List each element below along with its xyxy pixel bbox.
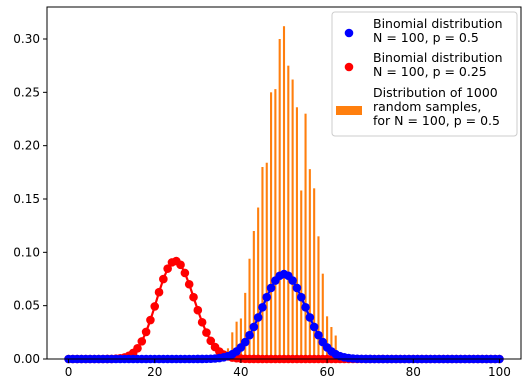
sample-bar (300, 190, 303, 359)
sample-bar (274, 89, 277, 359)
legend-swatch (336, 106, 362, 115)
sample-bar (326, 316, 329, 359)
legend-marker (344, 28, 354, 38)
binomial-point (262, 292, 272, 302)
sample-bar (330, 327, 333, 359)
sample-bar (261, 167, 264, 359)
legend: Binomial distribution N = 100, p = 0.5 Bin… (331, 11, 518, 137)
sample-bar (313, 188, 316, 359)
binomial-point (146, 315, 155, 325)
binomial-point (202, 328, 211, 337)
binomial-point (189, 292, 198, 302)
binomial-point (193, 305, 203, 315)
x-tick-label: 20 (147, 365, 162, 379)
sample-bar (231, 332, 234, 359)
legend-label: Binomial distribution N = 100, p = 0.5 (373, 16, 503, 45)
binomial-point (197, 317, 207, 327)
binomial-point (184, 279, 194, 289)
sample-bar (235, 321, 238, 359)
binomial-point (249, 322, 259, 332)
binomial-point (266, 283, 276, 293)
sample-bar (265, 162, 268, 359)
binomial-point (296, 292, 306, 302)
sample-bar (304, 113, 307, 359)
binomial-point (288, 276, 297, 285)
legend-label: Binomial distribution N = 100, p = 0.25 (373, 50, 503, 79)
sample-bar (317, 236, 320, 359)
binomial-point (258, 302, 267, 312)
sample-bars (222, 26, 342, 360)
binomial-point (163, 264, 172, 273)
sample-bar (321, 273, 324, 359)
binomial-point (240, 337, 250, 347)
binomial-point (253, 313, 263, 322)
sample-bar (278, 39, 281, 359)
sample-bar (257, 207, 260, 359)
binomial-point (176, 260, 185, 270)
sample-bar (282, 26, 286, 359)
sample-bar (244, 292, 247, 359)
binomial-point (141, 327, 151, 337)
binomial-point (301, 302, 310, 312)
sample-bar (291, 79, 294, 359)
binomial-point (206, 336, 216, 346)
sample-bar (287, 65, 290, 360)
legend-box (331, 11, 518, 137)
binomial-point (245, 330, 254, 340)
x-tick-label: 60 (319, 365, 334, 379)
x-tick-label: 100 (488, 365, 511, 379)
binomial-point (314, 330, 323, 340)
y-tick-label: 0.30 (13, 32, 40, 46)
x-tick-label: 0 (65, 365, 73, 379)
axes: 0 20 40 60 80 100 0.00 0.05 0.10 0.15 0.20 0.25 0.30 (13, 6, 522, 379)
binomial-point (154, 287, 164, 297)
binomial-point (292, 283, 302, 293)
sample-bar (295, 107, 298, 360)
binomial-point (150, 302, 160, 311)
binomial-point (159, 274, 168, 284)
binomial-point (309, 322, 319, 332)
binomial-point (180, 268, 190, 278)
y-tick-label: 0.00 (13, 352, 40, 366)
sample-bar (248, 258, 251, 359)
sample-bar (308, 169, 311, 359)
y-tick-label: 0.20 (13, 139, 40, 153)
sample-bar (239, 318, 242, 359)
y-tick-label: 0.25 (13, 85, 40, 99)
binomial-point (137, 337, 147, 346)
sample-bar (334, 335, 337, 359)
x-tick-label: 40 (233, 365, 248, 379)
sample-bar (270, 92, 273, 359)
binomial-point (305, 313, 315, 322)
sample-bar (252, 231, 255, 359)
x-tick-label: 80 (406, 365, 421, 379)
legend-label: Distribution of 1000 random samples, for N… (373, 85, 500, 128)
y-tick-label: 0.10 (13, 245, 40, 259)
y-tick-label: 0.15 (13, 192, 40, 206)
y-tick-label: 0.05 (13, 299, 40, 313)
legend-marker (344, 62, 354, 72)
binomial-point (133, 344, 142, 353)
axes-frame (46, 6, 522, 360)
